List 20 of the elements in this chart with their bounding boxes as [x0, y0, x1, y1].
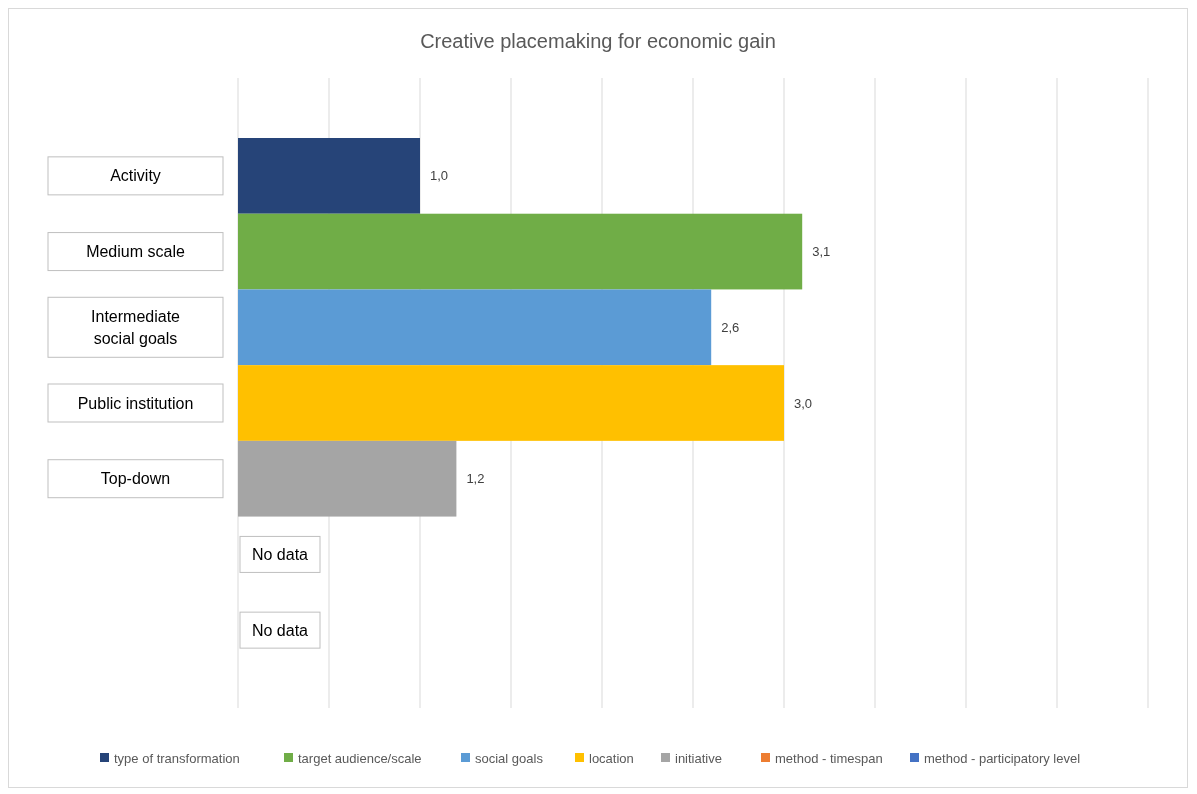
data-label: 3,0	[794, 395, 813, 411]
data-label: 1,2	[466, 471, 485, 487]
y-tick-label: Public institution	[77, 394, 194, 412]
data-label: 3,1	[812, 244, 831, 260]
legend-label: initiative	[675, 750, 722, 766]
text: No data	[251, 621, 309, 639]
legend-label: social goals	[475, 750, 544, 766]
legend-label: method - participatory level	[924, 750, 1081, 766]
y-tick-label: Intermediate social goals	[91, 307, 181, 347]
chart-title: Creative placemaking for economic gain	[420, 30, 776, 52]
legend-label: location	[589, 750, 634, 766]
y-tick-label: Medium scale	[86, 243, 185, 261]
y-tick-label: Top-down	[100, 470, 171, 488]
legend-label: type of transformation	[114, 750, 240, 766]
data-label: 1,0	[430, 168, 449, 184]
y-tick-label: Activity	[110, 167, 161, 185]
data-label: 2,6	[721, 319, 740, 335]
legend-label: target audience/scale	[298, 750, 422, 766]
legend-label: method - timespan	[775, 750, 883, 766]
text: No data	[251, 546, 309, 564]
